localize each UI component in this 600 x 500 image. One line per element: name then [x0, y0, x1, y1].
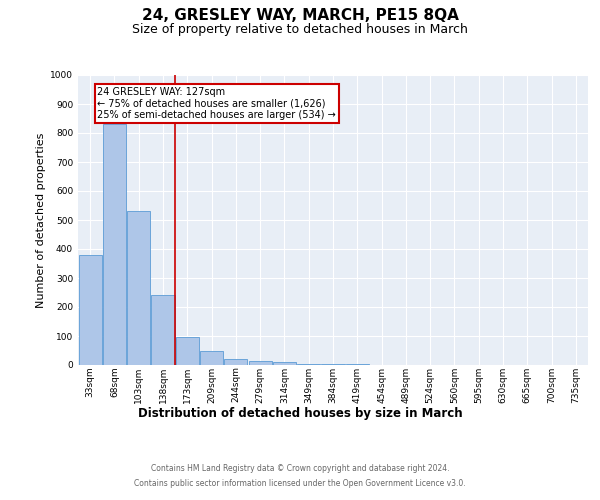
Text: 24, GRESLEY WAY, MARCH, PE15 8QA: 24, GRESLEY WAY, MARCH, PE15 8QA: [142, 8, 458, 22]
Bar: [322, 364, 344, 365]
Text: Size of property relative to detached houses in March: Size of property relative to detached ho…: [132, 22, 468, 36]
Text: Contains public sector information licensed under the Open Government Licence v3: Contains public sector information licen…: [134, 479, 466, 488]
Bar: [297, 364, 320, 365]
Bar: [273, 362, 296, 365]
Bar: [248, 360, 272, 365]
Bar: [200, 350, 223, 365]
Bar: [79, 255, 101, 365]
Bar: [346, 364, 369, 365]
Bar: [127, 212, 150, 365]
Bar: [224, 358, 247, 365]
Text: Contains HM Land Registry data © Crown copyright and database right 2024.: Contains HM Land Registry data © Crown c…: [151, 464, 449, 473]
Text: 24 GRESLEY WAY: 127sqm
← 75% of detached houses are smaller (1,626)
25% of semi-: 24 GRESLEY WAY: 127sqm ← 75% of detached…: [97, 86, 336, 120]
Bar: [103, 124, 126, 365]
Y-axis label: Number of detached properties: Number of detached properties: [36, 132, 46, 308]
Bar: [176, 338, 199, 365]
Bar: [151, 296, 175, 365]
Text: Distribution of detached houses by size in March: Distribution of detached houses by size …: [137, 408, 463, 420]
